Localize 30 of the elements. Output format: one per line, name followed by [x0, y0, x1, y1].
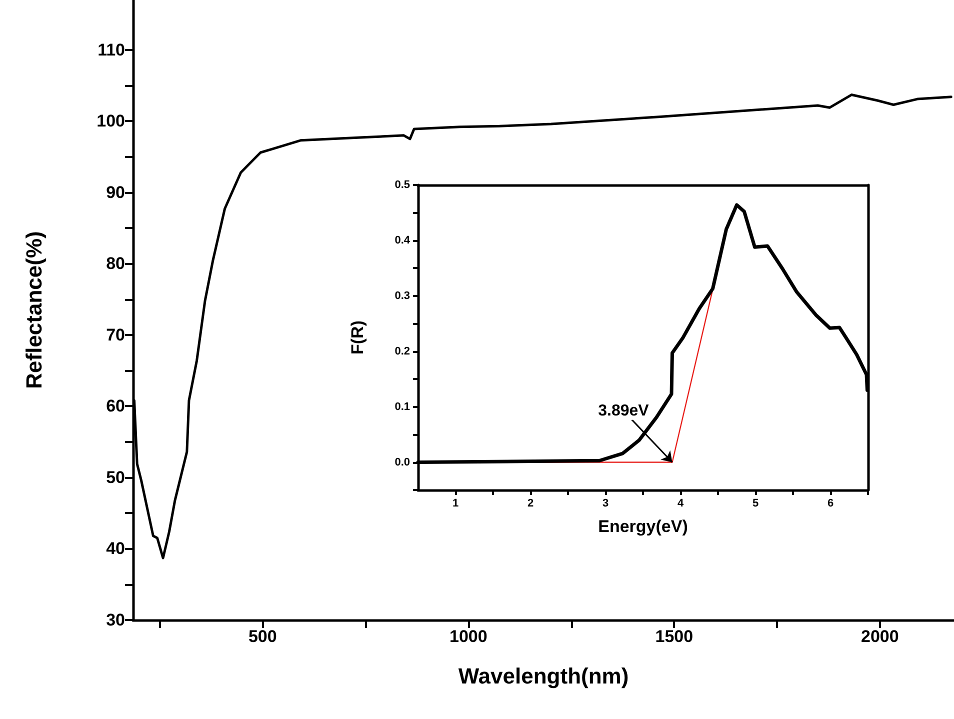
x-tick-label: 1500: [655, 627, 694, 646]
x-tick-label: 2: [527, 498, 534, 510]
x-tick-label: 1000: [449, 627, 488, 646]
x-tick-label: 5: [752, 498, 759, 510]
x-tick-label: 500: [248, 627, 277, 646]
x-tick-label: 2000: [861, 627, 899, 646]
y-tick-label: 90: [106, 182, 125, 202]
y-tick-label: 0.0: [394, 456, 410, 468]
x-tick-label: 4: [677, 498, 684, 510]
x-axis-title: Energy(eV): [598, 517, 688, 536]
y-tick-label: 0.3: [394, 290, 410, 302]
annotation: 3.89eV: [598, 402, 650, 420]
y-tick-label: 110: [98, 40, 125, 60]
y-tick-label: 60: [106, 396, 125, 416]
y-tick-label: 50: [106, 468, 125, 487]
y-tick-label: 80: [106, 254, 125, 274]
y-axis-title: F(R): [348, 320, 367, 354]
y-tick-label: 0.5: [394, 179, 410, 191]
y-tick-label: 30: [106, 610, 125, 630]
y-tick-label: 100: [96, 112, 125, 131]
y-tick-label: 70: [106, 325, 125, 344]
x-axis-title: Wavelength(nm): [458, 664, 629, 688]
x-tick-label: 1: [452, 498, 459, 510]
y-tick-label: 40: [106, 539, 125, 558]
y-tick-label: 0.2: [394, 345, 410, 358]
y-axis-title: Reflectance(%): [22, 231, 46, 389]
x-tick-label: 3: [602, 498, 609, 510]
y-tick-label: 0.1: [394, 400, 410, 413]
x-tick-label: 6: [827, 498, 834, 510]
y-tick-label: 0.4: [394, 234, 411, 246]
